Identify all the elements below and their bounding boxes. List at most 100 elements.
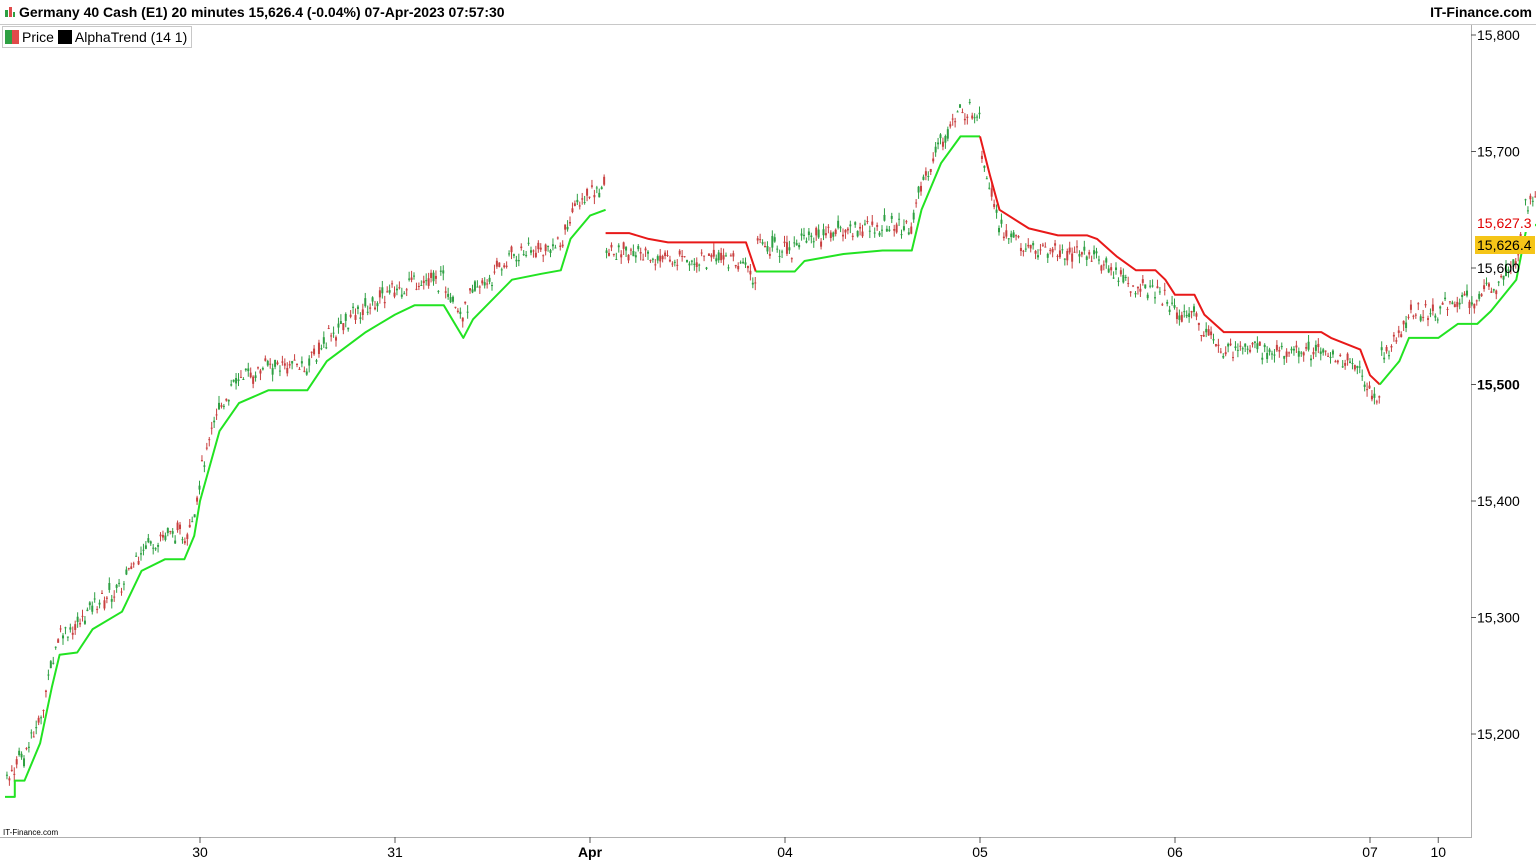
candle-body bbox=[425, 280, 428, 282]
price-chart[interactable]: 15,200 15,300 15,400 15,500 15,600 15,700 15,8… bbox=[0, 25, 1536, 864]
legend-item-alphatrend[interactable]: AlphaTrend (14 1) bbox=[57, 29, 187, 45]
chart-header: Germany 40 Cash (E1) 20 minutes 15,626.4… bbox=[0, 0, 1536, 25]
candle-body bbox=[1446, 308, 1449, 310]
candle-body bbox=[754, 282, 757, 284]
candle-body bbox=[1351, 363, 1354, 365]
candle-body bbox=[1024, 248, 1027, 250]
candle-body bbox=[593, 195, 596, 198]
candle-body bbox=[544, 244, 547, 252]
candle-body bbox=[1366, 389, 1369, 391]
candle-body bbox=[1422, 316, 1425, 318]
candle-body bbox=[610, 244, 613, 248]
candle-body bbox=[247, 368, 250, 372]
candle-body bbox=[900, 234, 903, 236]
candle-body bbox=[1236, 349, 1239, 351]
candle-body bbox=[1032, 243, 1035, 246]
candle-body bbox=[1217, 344, 1220, 347]
candle-body bbox=[576, 199, 579, 203]
candle-body bbox=[1524, 199, 1527, 201]
candle-body bbox=[1085, 256, 1088, 260]
candle-body bbox=[1490, 291, 1493, 293]
candle-body bbox=[500, 269, 503, 271]
candle-body bbox=[132, 563, 135, 565]
candle-body bbox=[10, 769, 13, 771]
candle-body bbox=[259, 370, 262, 374]
candle-body bbox=[1154, 297, 1157, 299]
candle-body bbox=[573, 203, 576, 206]
candle-body bbox=[829, 232, 832, 239]
candle-body bbox=[1141, 279, 1144, 283]
candle-body bbox=[527, 242, 530, 244]
candle-body bbox=[664, 252, 667, 257]
candle-body bbox=[1010, 233, 1013, 238]
candle-body bbox=[703, 255, 706, 257]
candle-body bbox=[203, 465, 206, 467]
candle-body bbox=[493, 271, 496, 273]
candle-body bbox=[1461, 295, 1464, 297]
candle-body bbox=[276, 362, 279, 365]
candle-body bbox=[1436, 319, 1439, 321]
candle-body bbox=[902, 226, 905, 231]
candle-body bbox=[998, 227, 1001, 233]
candle-body bbox=[469, 288, 472, 291]
candle-body bbox=[332, 332, 335, 334]
candle-body bbox=[976, 116, 979, 118]
candle-body bbox=[174, 540, 177, 544]
candle-body bbox=[398, 287, 401, 289]
candle-body bbox=[966, 116, 969, 118]
candle-body bbox=[71, 632, 74, 635]
candle-body bbox=[871, 221, 874, 225]
candle-body bbox=[1202, 334, 1205, 337]
candle-body bbox=[625, 247, 628, 251]
candle-body bbox=[1368, 385, 1371, 389]
candle-body bbox=[200, 460, 203, 462]
candle-body bbox=[369, 307, 372, 309]
candle-body bbox=[1034, 251, 1037, 254]
candle-body bbox=[508, 253, 511, 255]
candle-body bbox=[1041, 244, 1044, 246]
candle-body bbox=[1251, 342, 1254, 345]
candle-body bbox=[956, 111, 959, 113]
candle-body bbox=[1339, 354, 1342, 356]
candle-body bbox=[69, 627, 72, 630]
candle-body bbox=[534, 252, 537, 258]
candle-body bbox=[1229, 343, 1232, 346]
candle-body bbox=[1239, 345, 1242, 347]
candle-body bbox=[315, 360, 318, 362]
candle-body bbox=[1402, 320, 1405, 325]
candle-body bbox=[181, 539, 184, 541]
candle-body bbox=[83, 620, 86, 624]
candle-body bbox=[1439, 306, 1442, 309]
candle-body bbox=[912, 212, 915, 220]
candle-body bbox=[1358, 366, 1361, 368]
candle-body bbox=[252, 376, 255, 384]
candle-body bbox=[356, 306, 359, 309]
candle-body bbox=[1029, 244, 1032, 249]
candle-body bbox=[59, 628, 62, 630]
candle-body bbox=[1078, 254, 1081, 257]
brand-label[interactable]: IT-Finance.com bbox=[1430, 4, 1532, 20]
candle-body bbox=[712, 249, 715, 257]
candle-body bbox=[822, 229, 825, 236]
legend-item-price[interactable]: Price bbox=[5, 29, 54, 45]
candle-body bbox=[817, 229, 820, 238]
candle-body bbox=[1427, 318, 1430, 320]
alphatrend-segment-up bbox=[5, 208, 606, 798]
candle-body bbox=[846, 228, 849, 231]
candle-body bbox=[1312, 351, 1315, 355]
candle-body bbox=[717, 252, 720, 261]
candle-body bbox=[1232, 357, 1235, 359]
candle-body bbox=[296, 363, 299, 365]
candle-body bbox=[432, 272, 435, 282]
candle-body bbox=[101, 592, 104, 594]
candle-body bbox=[274, 359, 277, 367]
candle-body bbox=[434, 275, 437, 279]
candle-body bbox=[1424, 304, 1427, 306]
candle-body bbox=[118, 582, 121, 584]
candle-body bbox=[1507, 269, 1510, 271]
candle-body bbox=[8, 778, 11, 781]
candle-body bbox=[907, 232, 910, 235]
candle-body bbox=[505, 265, 508, 267]
candle-body bbox=[605, 250, 608, 254]
candle-body bbox=[218, 402, 221, 410]
